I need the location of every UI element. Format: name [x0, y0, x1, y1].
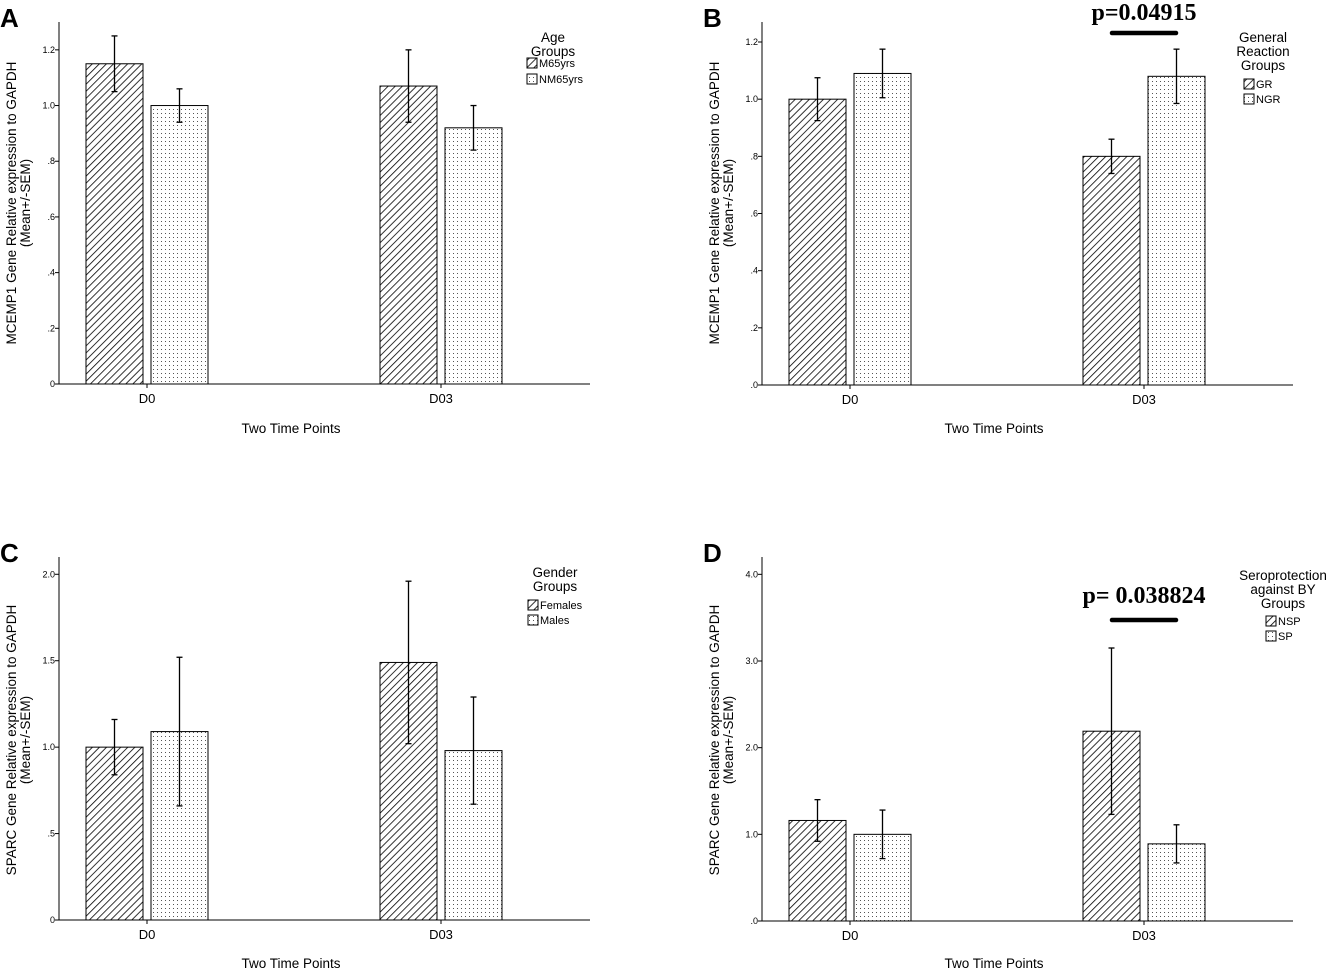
- x-category-label: D0: [842, 392, 859, 407]
- y-tick-label: .2: [750, 323, 758, 333]
- y-tick-label: .8: [750, 151, 758, 161]
- y-tick-label: 0: [50, 379, 55, 389]
- p-value-annotation: p=0.04915: [1091, 0, 1196, 26]
- y-axis-title: MCEMP1 Gene Relative expression to GAPDH: [4, 62, 19, 345]
- legend-swatch-females: [527, 599, 539, 611]
- x-category-label: D0: [139, 927, 156, 942]
- legend-title: Groups: [533, 579, 578, 594]
- bar-gr-d03: [1082, 155, 1141, 386]
- bar-m65yrs-d03: [379, 85, 438, 385]
- y-axis-title: SPARC Gene Relative expression to GAPDH: [4, 605, 19, 876]
- y-tick-label: .6: [750, 209, 758, 219]
- p-value-annotation: p= 0.038824: [1082, 583, 1205, 609]
- y-tick-label: 1.0: [745, 94, 758, 104]
- legend-swatch-gr: [1243, 78, 1255, 90]
- bar-females-d0: [85, 746, 144, 921]
- y-tick-label: 0: [50, 915, 55, 925]
- bar-nm65yrs-d03: [444, 127, 503, 385]
- x-category-label: D03: [1132, 928, 1156, 943]
- legend-label-m65yrs: M65yrs: [539, 58, 576, 70]
- x-category-label: D0: [842, 928, 859, 943]
- y-tick-label: .4: [47, 268, 55, 278]
- y-axis-title: MCEMP1 Gene Relative expression to GAPDH: [707, 62, 722, 345]
- y-tick-label: 1.2: [745, 37, 758, 47]
- legend-title: Groups: [531, 44, 576, 59]
- y-tick-label: .2: [47, 323, 55, 333]
- legend-label-ngr: NGR: [1256, 94, 1281, 106]
- y-tick-label: 4.0: [745, 569, 758, 579]
- legend-swatch-sp: [1265, 630, 1277, 642]
- y-tick-label: .4: [750, 266, 758, 276]
- bar-gr-d0: [788, 98, 847, 386]
- y-tick-label: 2.0: [42, 569, 55, 579]
- legend-swatch-nsp: [1265, 615, 1277, 627]
- y-tick-label: .5: [47, 829, 55, 839]
- legend-label-nm65yrs: NM65yrs: [539, 74, 584, 86]
- y-axis-title: (Mean+/-SEM): [721, 696, 736, 784]
- legend-label-males: Males: [540, 615, 570, 627]
- legend-label-females: Females: [540, 600, 583, 612]
- y-axis-title: SPARC Gene Relative expression to GAPDH: [707, 605, 722, 876]
- legend-title: Gender: [532, 565, 578, 580]
- y-tick-label: 1.0: [745, 829, 758, 839]
- y-axis-title: (Mean+/-SEM): [721, 159, 736, 247]
- bar-ngr-d0: [853, 72, 912, 386]
- panel-A: A 0 .2 .4 .6 .8 1.0 1.2 MCEMP1 Gene Relative exp…: [0, 3, 590, 436]
- panel-D: D .0 1.0 2.0 3.0 4.0 SPARC Gene Relative expre…: [703, 538, 1327, 971]
- legend-title: Groups: [1241, 58, 1286, 73]
- y-axis-title: (Mean+/-SEM): [18, 159, 33, 247]
- panel-letter: B: [703, 3, 722, 33]
- legend-swatch-m65yrs: [526, 57, 538, 69]
- x-category-label: D0: [139, 391, 156, 406]
- panel-letter: D: [703, 538, 722, 568]
- panel-B: B .0 .2 .4 .6 .8 1.0 1.2 MCEMP1 Gene Relative ex…: [703, 0, 1293, 436]
- y-tick-label: 1.0: [42, 101, 55, 111]
- panel-letter: A: [0, 3, 19, 33]
- x-axis-title: Two Time Points: [944, 956, 1043, 971]
- x-category-label: D03: [1132, 392, 1156, 407]
- y-tick-label: .6: [47, 212, 55, 222]
- legend-title: Seroprotection: [1239, 568, 1327, 583]
- legend-label-gr: GR: [1256, 79, 1273, 91]
- bar-nm65yrs-d0: [150, 105, 209, 385]
- legend-swatch-ngr: [1243, 93, 1255, 105]
- y-tick-label: 1.2: [42, 45, 55, 55]
- y-axis-title: (Mean+/-SEM): [18, 696, 33, 784]
- legend-label-sp: SP: [1278, 631, 1293, 643]
- bar-m65yrs-d0: [85, 63, 144, 385]
- x-category-label: D03: [429, 927, 453, 942]
- y-tick-label: .0: [750, 380, 758, 390]
- legend-title: Groups: [1261, 596, 1306, 611]
- legend-title: General: [1239, 30, 1287, 45]
- legend-title: Age: [541, 30, 565, 45]
- y-tick-label: .8: [47, 156, 55, 166]
- y-tick-label: 1.5: [42, 656, 55, 666]
- y-tick-label: 1.0: [42, 742, 55, 752]
- legend-swatch-males: [527, 614, 539, 626]
- panel-letter: C: [0, 538, 19, 568]
- legend-swatch-nm65yrs: [526, 73, 538, 85]
- legend-title: against BY: [1250, 582, 1315, 597]
- x-axis-title: Two Time Points: [241, 956, 340, 971]
- y-tick-label: 3.0: [745, 656, 758, 666]
- x-axis-title: Two Time Points: [241, 421, 340, 436]
- x-category-label: D03: [429, 391, 453, 406]
- x-axis-title: Two Time Points: [944, 421, 1043, 436]
- y-tick-label: 2.0: [745, 743, 758, 753]
- panel-C: C 0 .5 1.0 1.5 2.0 SPARC Gene Relative express…: [0, 538, 590, 971]
- y-tick-label: .0: [750, 916, 758, 926]
- legend-title: Reaction: [1236, 44, 1289, 59]
- legend-label-nsp: NSP: [1278, 616, 1301, 628]
- bar-ngr-d03: [1147, 75, 1206, 386]
